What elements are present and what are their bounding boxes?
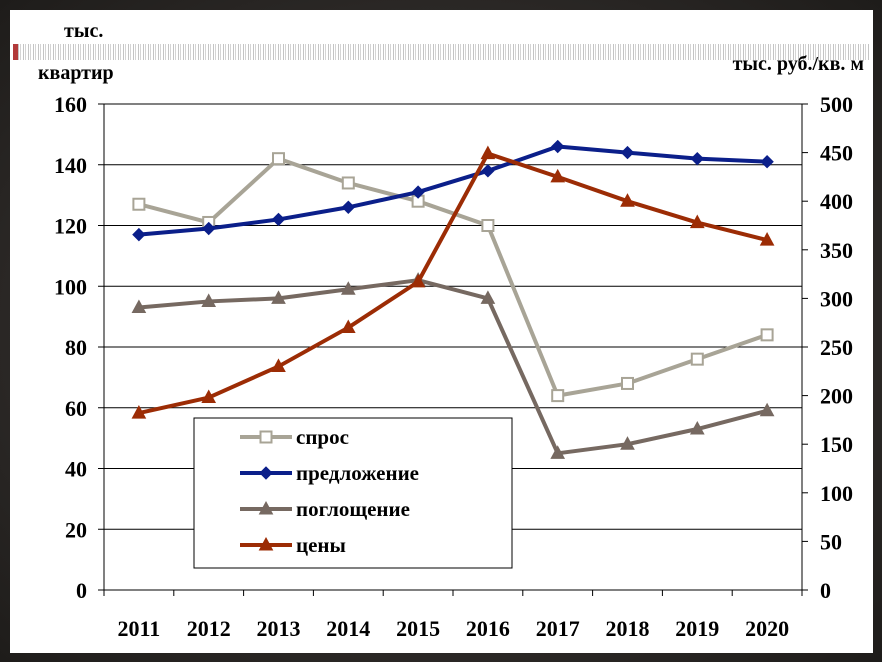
right-tick-label: 400 bbox=[820, 189, 853, 214]
data-point bbox=[340, 281, 356, 295]
data-point bbox=[620, 145, 635, 160]
left-axis-title-line1: тыс. bbox=[64, 20, 103, 42]
data-point bbox=[131, 299, 147, 314]
data-point bbox=[340, 319, 356, 334]
data-point bbox=[341, 200, 356, 214]
x-tick-label: 2015 bbox=[396, 616, 440, 641]
x-tick-label: 2017 bbox=[536, 616, 580, 641]
left-tick-label: 40 bbox=[65, 457, 87, 482]
data-point bbox=[201, 221, 216, 236]
data-point bbox=[550, 139, 565, 154]
axes bbox=[98, 103, 808, 596]
data-point bbox=[550, 445, 566, 459]
series-line-0 bbox=[138, 156, 768, 398]
data-point bbox=[690, 352, 704, 366]
data-point bbox=[259, 430, 273, 444]
right-tick-label: 250 bbox=[820, 335, 853, 360]
series-line-2 bbox=[138, 278, 768, 456]
left-tick-label: 80 bbox=[65, 335, 87, 360]
data-point bbox=[271, 358, 286, 372]
x-tick-label: 2012 bbox=[187, 616, 231, 641]
data-point bbox=[689, 420, 705, 435]
x-tick-label: 2016 bbox=[466, 616, 510, 641]
data-point bbox=[620, 193, 635, 207]
left-tick-label: 140 bbox=[54, 153, 87, 178]
right-tick-label: 300 bbox=[820, 286, 853, 311]
right-tick-label: 50 bbox=[820, 529, 842, 554]
legend-label: цены bbox=[296, 533, 346, 557]
data-point bbox=[259, 466, 273, 480]
data-point bbox=[258, 536, 274, 551]
data-point bbox=[759, 232, 775, 246]
data-point bbox=[258, 500, 274, 515]
legend-label: предложение bbox=[296, 461, 419, 485]
data-point bbox=[410, 273, 426, 288]
data-point bbox=[271, 212, 286, 227]
data-point bbox=[201, 293, 217, 307]
left-tick-label: 60 bbox=[65, 396, 87, 421]
data-point bbox=[759, 402, 775, 417]
data-point bbox=[411, 185, 425, 199]
series-lines bbox=[131, 139, 775, 459]
right-tick-label: 350 bbox=[820, 238, 853, 263]
data-point bbox=[201, 389, 217, 404]
left-tick-label: 0 bbox=[76, 578, 87, 603]
legend-label: спрос bbox=[296, 425, 349, 449]
data-point bbox=[132, 227, 146, 242]
right-tick-label: 500 bbox=[820, 92, 853, 117]
x-tick-label: 2014 bbox=[326, 616, 370, 641]
data-point bbox=[480, 290, 496, 304]
right-axis-title: тыс. руб./кв. м bbox=[733, 53, 864, 75]
series-line-3 bbox=[138, 151, 768, 416]
x-tick-label: 2020 bbox=[745, 616, 789, 641]
data-point bbox=[481, 164, 495, 178]
data-point bbox=[480, 145, 496, 160]
data-point bbox=[271, 290, 286, 304]
data-point bbox=[760, 155, 774, 169]
data-point bbox=[550, 168, 566, 183]
data-point bbox=[689, 214, 705, 229]
series-line-1 bbox=[138, 144, 768, 237]
x-tick-label: 2019 bbox=[675, 616, 719, 641]
right-tick-label: 150 bbox=[820, 432, 853, 457]
data-point bbox=[341, 176, 355, 190]
data-point bbox=[131, 405, 147, 419]
data-point bbox=[620, 436, 635, 450]
left-tick-label: 160 bbox=[54, 92, 87, 117]
left-axis-title-line2: квартир bbox=[38, 62, 114, 84]
left-tick-label: 20 bbox=[65, 517, 87, 542]
data-point bbox=[621, 376, 634, 390]
legend-label: поглощение bbox=[296, 497, 410, 521]
right-tick-label: 0 bbox=[820, 578, 831, 603]
legend: спрос предложение поглощение цены bbox=[193, 417, 513, 569]
data-point bbox=[551, 389, 565, 403]
scan-noise-mark bbox=[13, 44, 18, 60]
right-tick-label: 200 bbox=[820, 384, 853, 409]
data-point bbox=[272, 152, 285, 166]
data-point bbox=[690, 151, 705, 166]
scan-noise-strip bbox=[13, 44, 869, 60]
data-point bbox=[760, 328, 774, 342]
x-tick-label: 2013 bbox=[257, 616, 301, 641]
data-point bbox=[132, 197, 146, 211]
axis-labels: тыс. квартир тыс. руб./кв. м 0 20 40 60 80 10… bbox=[38, 20, 864, 641]
right-tick-label: 450 bbox=[820, 141, 853, 166]
left-tick-label: 120 bbox=[54, 214, 87, 239]
left-tick-label: 100 bbox=[54, 274, 87, 299]
right-tick-label: 100 bbox=[820, 481, 853, 506]
x-tick-label: 2018 bbox=[606, 616, 650, 641]
data-point bbox=[481, 219, 495, 232]
x-tick-label: 2011 bbox=[118, 616, 161, 641]
